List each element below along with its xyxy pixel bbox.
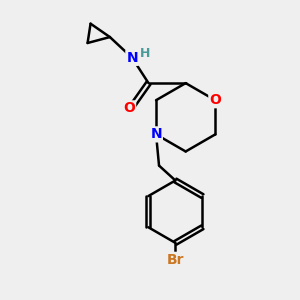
Text: N: N [126,51,138,65]
Text: O: O [123,101,135,116]
Text: N: N [150,128,162,141]
Text: Br: Br [167,253,184,267]
Text: O: O [209,93,221,107]
Text: H: H [140,47,151,60]
